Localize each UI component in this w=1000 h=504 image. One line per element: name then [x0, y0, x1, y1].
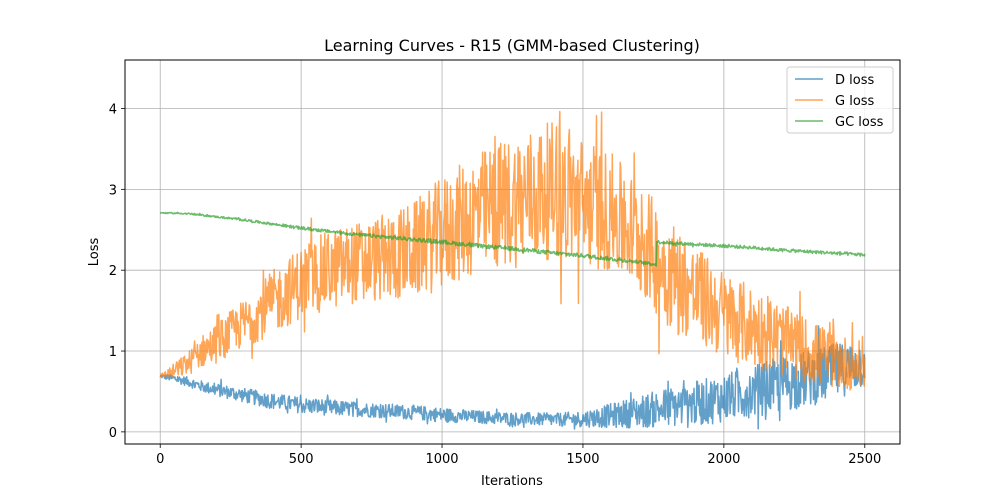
y-axis: 0 1 2 3 4 [109, 103, 125, 441]
y-tick-label: 3 [109, 183, 117, 198]
y-tick-label: 2 [109, 264, 117, 279]
chart-title: Learning Curves - R15 (GMM-based Cluster… [324, 36, 700, 55]
x-axis: 0 500 1000 1500 2000 2500 [156, 444, 881, 467]
legend-label-g-loss: G loss [835, 94, 875, 109]
x-tick-label: 2500 [848, 452, 881, 467]
x-tick-label: 500 [289, 452, 314, 467]
d-loss-line [160, 325, 866, 430]
series-layer [159, 110, 866, 430]
legend-box [786, 66, 894, 134]
x-tick-label: 2000 [707, 452, 740, 467]
x-tick-label: 0 [156, 452, 164, 467]
legend-label-d-loss: D loss [835, 73, 874, 88]
y-tick-label: 1 [109, 345, 117, 360]
y-tick-label: 0 [109, 426, 117, 441]
x-tick-label: 1000 [425, 452, 458, 467]
legend: D loss G loss GC loss [786, 66, 894, 134]
gc-loss-line [159, 211, 866, 267]
g-loss-line [159, 110, 866, 391]
x-axis-label: Iterations [481, 474, 543, 489]
y-tick-label: 4 [109, 103, 117, 118]
plot-frame [124, 59, 901, 445]
y-axis-label: Loss [87, 238, 102, 267]
legend-label-gc-loss: GC loss [835, 115, 884, 130]
x-tick-label: 1500 [566, 452, 599, 467]
